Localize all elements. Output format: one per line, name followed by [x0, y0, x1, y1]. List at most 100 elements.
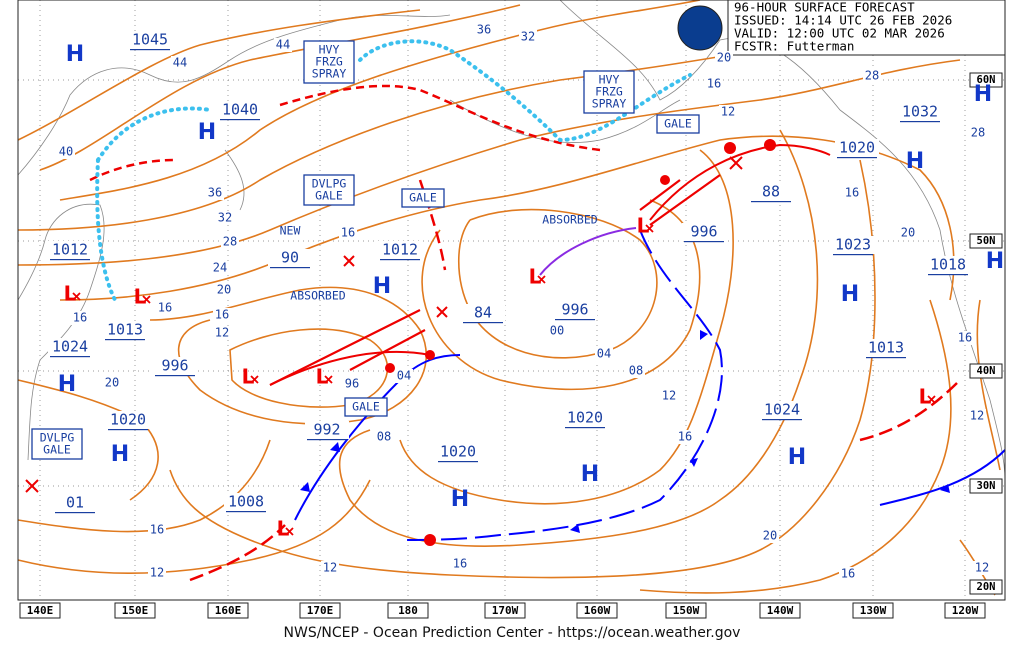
- isobar-label: 36: [208, 186, 222, 200]
- isobar-label-bg: [451, 557, 469, 571]
- pressure-label: 1013: [107, 321, 143, 339]
- annotation-text: GALE: [664, 117, 692, 131]
- annotation-text: HVY: [319, 43, 340, 57]
- annotation-box: [401, 188, 445, 208]
- isobar-label-bg: [899, 226, 917, 240]
- isobar-label-bg: [956, 331, 974, 345]
- pressure-underline: [270, 267, 310, 269]
- isobar-label: 16: [841, 567, 855, 581]
- pressure-bg: [831, 236, 875, 254]
- isobar-label-bg: [968, 409, 986, 423]
- pressure-bg: [898, 103, 942, 121]
- isobar-label-bg: [761, 529, 779, 543]
- annotation-box: [344, 397, 388, 417]
- lat-label-box: [969, 72, 1003, 88]
- high-center: H: [906, 149, 924, 174]
- isobar-label: 16: [341, 226, 355, 240]
- annotation-text: FRZG: [315, 55, 343, 69]
- low-x: [537, 275, 546, 284]
- isobar-label: 40: [59, 145, 73, 159]
- isobar-label: 20: [717, 51, 731, 65]
- high-center: H: [788, 445, 806, 470]
- isobar-label-bg: [660, 389, 678, 403]
- pressure-underline: [50, 259, 90, 261]
- isobar-label-bg: [213, 326, 231, 340]
- pressure-label: 1020: [839, 139, 875, 157]
- isobar-label: 20: [901, 226, 915, 240]
- isobar-label-bg: [969, 126, 987, 140]
- isobar-label-bg: [274, 38, 292, 52]
- pressure-label: 996: [161, 357, 188, 375]
- isobar-label: 28: [223, 235, 237, 249]
- isobar-label: 16: [73, 311, 87, 325]
- pressure-bg: [305, 421, 349, 439]
- pressure-label: 1020: [440, 443, 476, 461]
- isobar-label-bg: [215, 283, 233, 297]
- pressure-underline: [565, 427, 605, 429]
- lon-label-box: [387, 602, 429, 619]
- low-x: [645, 224, 654, 233]
- pressure-bg: [378, 241, 422, 259]
- header-line: VALID: 12:00 UTC 02 MAR 2026: [734, 26, 945, 41]
- isobar-label: 36: [477, 23, 491, 37]
- isobar-label-bg: [843, 186, 861, 200]
- lat-label: 30N: [977, 480, 996, 492]
- pressure-label: 996: [561, 301, 588, 319]
- isobar-label: 16: [678, 430, 692, 444]
- lon-label-box: [852, 602, 894, 619]
- annotation-text: NEW: [280, 224, 301, 238]
- isobar-label-bg: [475, 23, 493, 37]
- lon-label: 180: [398, 604, 418, 617]
- pressure-underline: [837, 157, 877, 159]
- annotation-text: GALE: [43, 443, 71, 457]
- isobar-label-bg: [103, 376, 121, 390]
- low-x: [927, 395, 936, 404]
- isobar-label-bg: [71, 311, 89, 325]
- isobar-label-bg: [863, 69, 881, 83]
- lon-label-box: [576, 602, 618, 619]
- isobar-label: 32: [218, 211, 232, 225]
- pressure-underline: [220, 119, 260, 121]
- pressure-underline: [130, 49, 170, 51]
- pressure-bg: [128, 31, 172, 49]
- pressure-label: 1023: [835, 236, 871, 254]
- isobar-label: 16: [707, 77, 721, 91]
- isobar-label-bg: [719, 105, 737, 119]
- pressure-bg: [48, 241, 92, 259]
- isobar-label-bg: [211, 261, 229, 275]
- annotation-text: DVLPG: [40, 431, 75, 445]
- header-line: ISSUED: 14:14 UTC 26 FEB 2026: [734, 13, 952, 28]
- high-center: H: [66, 42, 84, 67]
- pressure-bg: [268, 249, 312, 267]
- pressure-underline: [105, 339, 145, 341]
- lon-label-box: [944, 602, 986, 619]
- isobar-label-bg: [57, 145, 75, 159]
- high-center: H: [841, 282, 859, 307]
- lon-label: 170E: [307, 604, 334, 617]
- annotation-box: [656, 114, 700, 134]
- annotation-text: HVY: [599, 73, 620, 87]
- lon-label-box: [484, 602, 526, 619]
- lon-label: 150W: [673, 604, 700, 617]
- pressure-underline: [307, 439, 347, 441]
- noaa-logo: [677, 5, 723, 51]
- lat-label-box: [969, 363, 1003, 379]
- high-center: H: [974, 82, 992, 107]
- high-center: H: [581, 462, 599, 487]
- low-x: [72, 292, 81, 301]
- pressure-label: 1032: [902, 103, 938, 121]
- pressure-underline: [555, 319, 595, 321]
- lat-label: 20N: [977, 581, 996, 593]
- pressure-underline: [833, 254, 873, 256]
- lon-label-box: [207, 602, 249, 619]
- pressure-underline: [226, 511, 266, 513]
- pressure-label: 1018: [930, 256, 966, 274]
- lon-label: 140W: [767, 604, 794, 617]
- annotation-box: [31, 428, 83, 460]
- pressure-underline: [866, 357, 906, 359]
- grid: [18, 0, 1005, 600]
- isobar-label: 20: [105, 376, 119, 390]
- pressure-label: 88: [762, 183, 780, 201]
